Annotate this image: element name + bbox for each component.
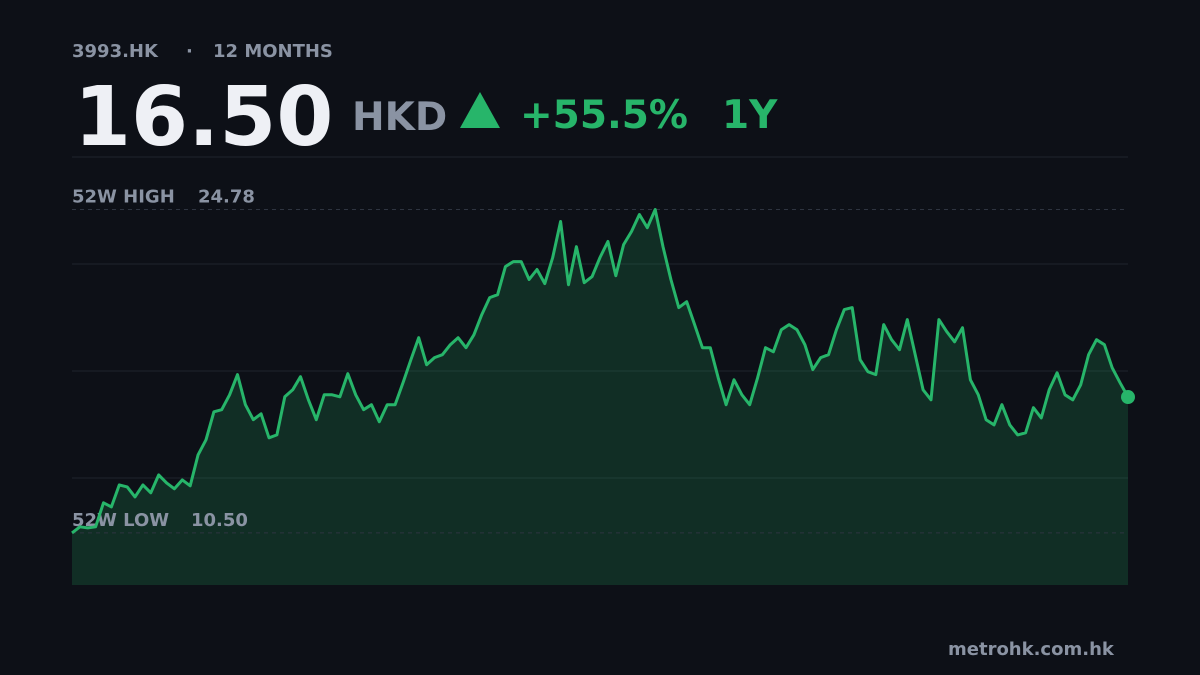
low-value: 10.50 xyxy=(191,510,248,531)
ticker: 3993.HK xyxy=(72,41,159,62)
up-arrow xyxy=(460,92,500,128)
area-fill xyxy=(72,209,1128,585)
separator: · xyxy=(186,41,193,62)
last-point xyxy=(1121,390,1135,405)
high-label: 52W HIGH xyxy=(72,187,175,208)
currency: HKD xyxy=(352,95,447,140)
source: metrohk.com.hk xyxy=(948,639,1115,660)
period: 12 MONTHS xyxy=(213,41,333,62)
price-line xyxy=(71,208,1130,535)
high-value: 24.78 xyxy=(198,187,255,208)
change: +55.5% xyxy=(520,93,688,138)
price: 16.50 xyxy=(74,70,333,165)
grid xyxy=(72,156,1128,479)
change-period: 1Y xyxy=(722,93,778,138)
